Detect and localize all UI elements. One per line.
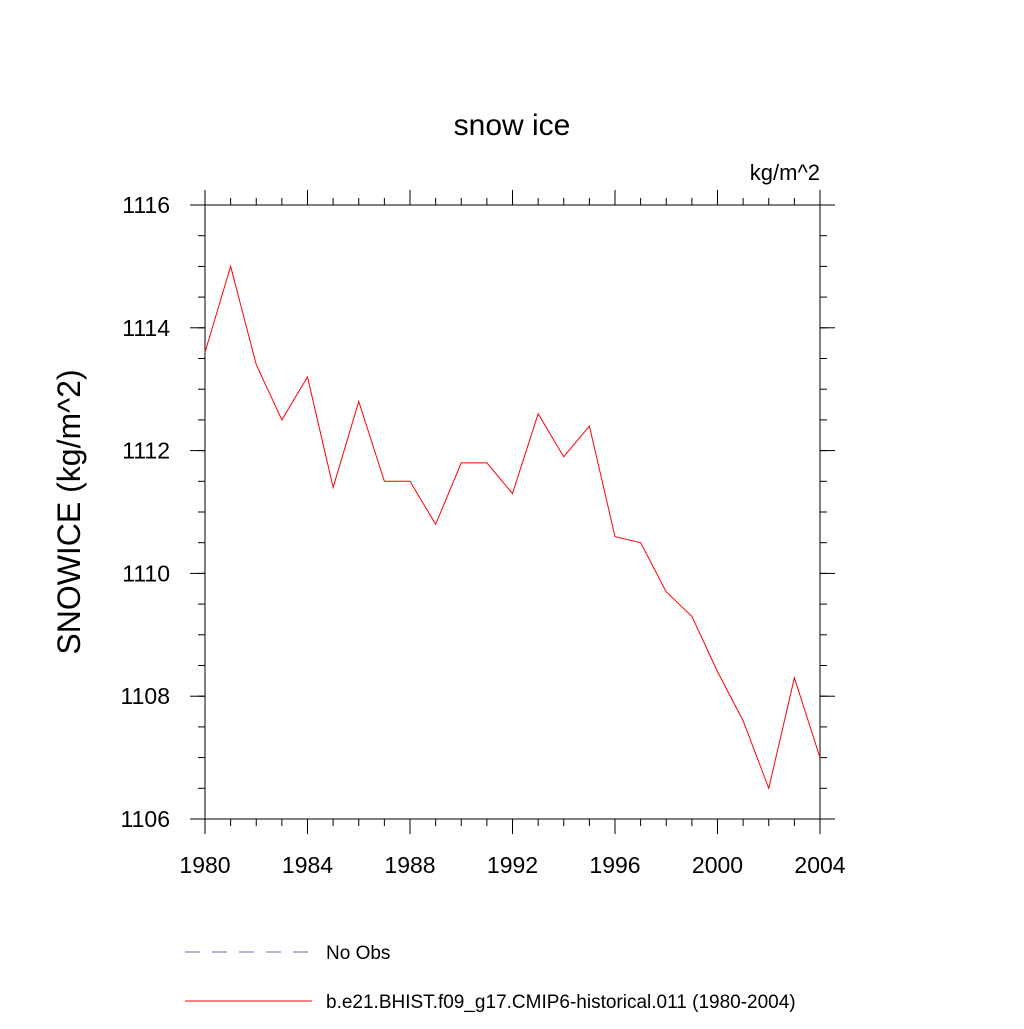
y-tick-label: 1106: [121, 806, 170, 832]
y-tick-label: 1108: [121, 683, 170, 709]
y-tick-label: 1112: [122, 438, 170, 464]
y-axis-label: SNOWICE (kg/m^2): [51, 369, 87, 654]
y-tick-label: 1116: [122, 192, 170, 218]
plot-frame: [204, 204, 821, 820]
x-tick-label: 1988: [384, 852, 435, 878]
series-line: [204, 264, 821, 791]
x-tick-label: 1980: [179, 852, 230, 878]
x-tick-label: 2004: [794, 852, 845, 878]
units-label: kg/m^2: [750, 160, 820, 185]
axis-ticks: 1980 1984 1988 1992 1996 2000 2004 1106 1108 1110…: [121, 190, 846, 878]
chart-title: snow ice: [454, 109, 571, 142]
legend-label: b.e21.BHIST.f09_g17.CMIP6-historical.011…: [326, 992, 796, 1013]
legend-label: No Obs: [326, 943, 390, 964]
y-tick-label: 1110: [122, 560, 170, 586]
series-layer: [204, 264, 821, 791]
x-tick-label: 2000: [692, 852, 743, 878]
legend: No Obs b.e21.BHIST.f09_g17.CMIP6-historic…: [185, 943, 796, 1013]
x-tick-label: 1984: [282, 852, 333, 878]
y-tick-label: 1114: [122, 315, 170, 341]
x-tick-label: 1992: [487, 852, 538, 878]
x-tick-label: 1996: [589, 852, 640, 878]
